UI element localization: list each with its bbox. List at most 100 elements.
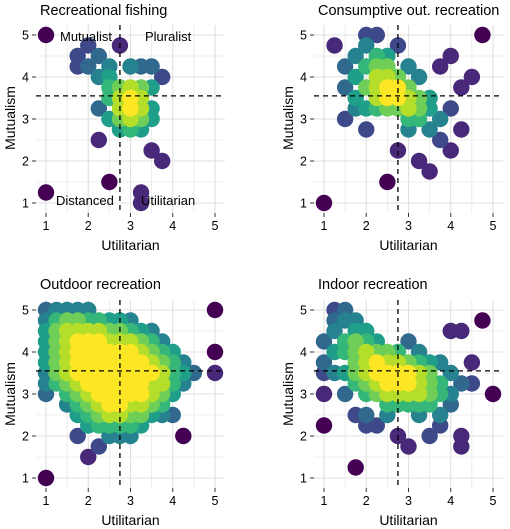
points — [315, 26, 491, 212]
data-point — [143, 142, 160, 159]
x-tick-label: 5 — [490, 494, 497, 508]
x-tick-label: 4 — [447, 219, 454, 233]
data-point — [453, 427, 470, 445]
data-point — [442, 364, 459, 382]
data-point — [410, 152, 428, 170]
data-point — [463, 354, 481, 371]
axes: 1 2 3 4 5 1 2 3 4 5 — [300, 304, 496, 509]
y-tick-label: 5 — [300, 29, 307, 43]
data-point — [326, 322, 343, 340]
panel-title: Outdoor recreation — [40, 277, 161, 293]
x-axis-label: Utilitarian — [379, 512, 437, 528]
axes: 1 2 3 4 5 1 2 3 4 5 — [22, 304, 218, 509]
data-point — [132, 184, 150, 201]
data-point — [347, 459, 364, 476]
data-point — [431, 110, 449, 128]
panel-consumptive-outdoor-recreation: Consumptive out. recreation 1 2 3 4 5 1 2 3 4 5 U… — [280, 3, 503, 253]
x-axis-label: Utilitarian — [101, 512, 159, 528]
y-tick-label: 3 — [22, 113, 29, 127]
x-axis-label: Utilitarian — [101, 237, 159, 253]
data-point — [400, 58, 417, 75]
panel-outdoor-recreation: Outdoor recreation 1 2 3 4 5 1 2 3 4 5 Utilitaria… — [2, 277, 225, 528]
y-axis-label: Mutualism — [280, 86, 296, 150]
data-point — [122, 100, 139, 117]
data-point — [453, 375, 470, 392]
data-point — [453, 322, 470, 340]
quadrant-label-top-left: Mutualist — [60, 29, 112, 44]
quadrant-label-top-right: Pluralist — [145, 29, 192, 44]
y-tick-label: 5 — [22, 304, 29, 318]
data-point — [410, 68, 428, 86]
y-axis-label: Mutualism — [2, 86, 18, 150]
x-tick-label: 5 — [212, 494, 219, 508]
data-point — [347, 89, 364, 107]
y-tick-label: 4 — [300, 71, 307, 85]
x-tick-label: 1 — [321, 494, 328, 508]
data-point — [101, 173, 118, 191]
panel-title: Indoor recreation — [318, 277, 428, 293]
data-point — [379, 79, 396, 96]
quadrant-label-bottom-right: Utilitarian — [141, 193, 195, 208]
panel-title: Consumptive out. recreation — [318, 3, 499, 19]
data-point — [175, 427, 192, 445]
plot-area: 1 2 3 4 5 1 2 3 4 5 — [22, 300, 225, 508]
data-point — [80, 58, 97, 75]
x-tick-label: 2 — [85, 219, 92, 233]
data-point — [315, 354, 333, 371]
data-point — [37, 469, 55, 487]
data-point — [379, 364, 396, 382]
x-tick-label: 5 — [212, 219, 219, 233]
data-point — [400, 438, 417, 455]
data-point — [368, 26, 386, 44]
data-point — [358, 121, 375, 138]
data-point — [153, 68, 171, 86]
quadrant-label-bottom-left: Distanced — [56, 193, 114, 208]
data-point — [442, 142, 459, 159]
points — [315, 301, 502, 476]
data-point — [153, 152, 171, 170]
data-point — [90, 438, 108, 455]
axes: 1 2 3 4 5 1 2 3 4 5 — [300, 29, 496, 234]
y-tick-label: 3 — [300, 113, 307, 127]
x-tick-label: 5 — [490, 219, 497, 233]
data-point — [368, 417, 386, 434]
data-point — [336, 58, 354, 75]
data-point — [442, 47, 459, 65]
data-point — [101, 364, 118, 382]
x-tick-label: 2 — [363, 494, 370, 508]
data-point — [90, 131, 108, 149]
plot-area: 1 2 3 4 5 1 2 3 4 5 — [300, 300, 503, 508]
data-point — [206, 364, 224, 382]
data-point — [90, 100, 108, 117]
data-point — [453, 121, 470, 138]
x-tick-label: 4 — [447, 494, 454, 508]
data-point — [474, 26, 491, 44]
data-point — [358, 37, 375, 54]
data-point — [421, 427, 438, 445]
x-axis-label: Utilitarian — [379, 237, 437, 253]
data-point — [69, 427, 86, 445]
x-tick-label: 2 — [85, 494, 92, 508]
x-tick-label: 1 — [43, 219, 50, 233]
y-tick-label: 2 — [22, 430, 29, 444]
data-point — [442, 100, 459, 117]
y-tick-label: 4 — [22, 71, 29, 85]
data-point — [453, 79, 470, 96]
y-axis-label: Mutualism — [280, 362, 296, 426]
data-point — [400, 333, 417, 350]
x-tick-label: 3 — [405, 494, 412, 508]
data-point — [315, 385, 333, 403]
x-tick-label: 3 — [127, 219, 134, 233]
x-tick-label: 3 — [127, 494, 134, 508]
data-point — [315, 194, 333, 212]
data-point — [336, 312, 354, 329]
y-tick-label: 3 — [22, 388, 29, 402]
data-point — [389, 142, 407, 159]
data-point — [122, 58, 139, 75]
data-point — [431, 58, 449, 75]
data-point — [463, 68, 481, 86]
data-point — [315, 417, 333, 434]
data-point — [80, 37, 97, 54]
y-tick-label: 1 — [300, 472, 307, 486]
